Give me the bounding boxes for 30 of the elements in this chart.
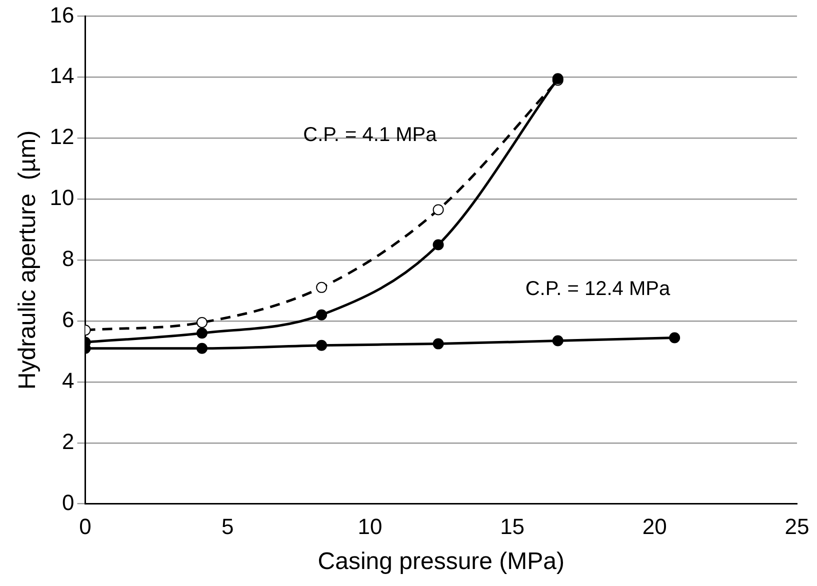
annotation: C.P. = 12.4 MPa [525,278,671,300]
point [432,204,444,216]
y-axis-title: Hydraulic aperture (µm) [14,130,42,390]
point [196,342,208,354]
point [552,335,564,346]
point [196,328,208,339]
x-tick-label: 20 [642,514,667,540]
y-tick-label: 10 [50,185,74,210]
y-tick-label: 14 [50,63,74,88]
x-tick-label: 25 [784,514,810,540]
point [432,239,444,250]
y-tick-label: 16 [50,2,74,28]
point [196,316,208,328]
y-tick-label: 8 [62,246,74,272]
x-axis-title: Casing pressure (MPa) [318,548,565,576]
point [316,340,328,351]
point [669,332,680,344]
y-tick-label: 0 [62,490,74,515]
point [316,309,328,320]
x-tick-label: 0 [79,514,92,540]
point [432,338,444,350]
y-tick-label: 12 [50,124,74,150]
y-tick-label: 4 [62,368,74,393]
y-tick-label: 6 [62,307,74,332]
x-tick-label: 5 [221,514,234,540]
annotation: C.P. = 4.1 MPa [303,124,438,146]
x-tick-label: 10 [358,514,382,540]
x-tick-label: 15 [500,514,525,540]
y-tick-label: 2 [62,428,74,454]
point [316,282,328,293]
